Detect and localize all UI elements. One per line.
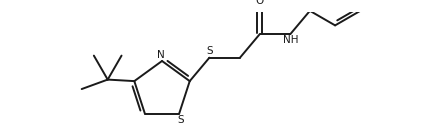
- Text: S: S: [177, 115, 184, 125]
- Text: NH: NH: [283, 35, 299, 45]
- Text: O: O: [256, 0, 264, 6]
- Text: N: N: [158, 50, 165, 60]
- Text: S: S: [207, 47, 213, 56]
